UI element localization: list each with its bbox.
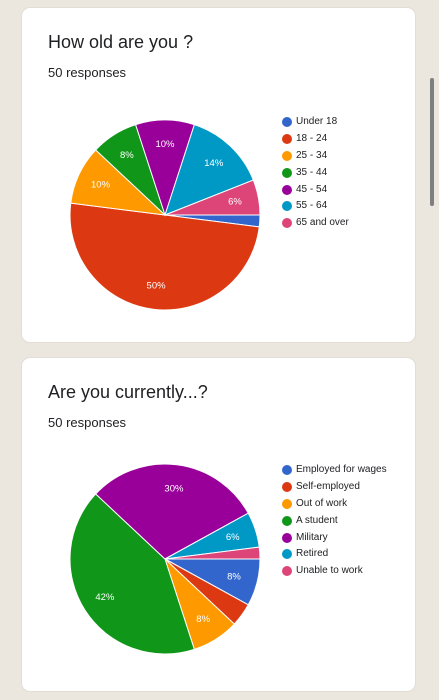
legend-label: 35 - 44: [296, 166, 328, 178]
legend-label: Out of work: [296, 497, 348, 509]
legend-item: 65 and over: [282, 217, 411, 229]
legend-item: Retired: [282, 548, 411, 560]
legend-color-dot: [282, 184, 292, 195]
legend-item: Unable to work: [282, 565, 411, 577]
slice-label: 14%: [204, 158, 224, 169]
legend-color-dot: [282, 201, 292, 212]
legend-item: Military: [282, 532, 411, 544]
question-card: Are you currently...? 50 responses 8% 8% 4…: [22, 358, 415, 691]
legend-item: Self-employed: [282, 481, 411, 493]
slice-label: 10%: [91, 180, 111, 191]
legend-label: 25 - 34: [296, 149, 328, 161]
legend-item: 45 - 54: [282, 184, 411, 196]
legend-color-dot: [282, 515, 292, 526]
legend-item: A student: [282, 515, 411, 527]
slice-label: 6%: [226, 532, 240, 543]
question-card: How old are you ? 50 responses 50% 10% 8% 1…: [22, 8, 415, 342]
legend-label: Self-employed: [296, 480, 360, 492]
slice-label: 8%: [227, 572, 241, 583]
legend-label: Retired: [296, 548, 329, 560]
legend-label: Military: [296, 531, 328, 543]
legend-label: 65 and over: [296, 217, 349, 229]
legend-color-dot: [282, 465, 292, 475]
legend-color-dot: [282, 549, 292, 560]
pie-slice-a-student: [69, 493, 195, 655]
slice-label: 50%: [147, 281, 167, 292]
pie-chart: 50% 10% 8% 10% 14% 6%: [69, 119, 261, 311]
pie-slice-65-and-over: [164, 179, 261, 216]
pie-slice-unable-to-work: [164, 546, 261, 560]
legend-color-dot: [282, 498, 292, 509]
slice-label: 8%: [120, 150, 134, 161]
legend-color-dot: [282, 532, 292, 543]
slice-label: 8%: [196, 614, 210, 625]
pie-chart: 8% 8% 42% 30% 6%: [69, 463, 261, 655]
legend-label: A student: [296, 514, 338, 526]
legend-item: 18 - 24: [282, 133, 411, 145]
legend-item: Employed for wages: [282, 464, 411, 476]
legend-color-dot: [282, 150, 292, 161]
legend-item: 35 - 44: [282, 167, 411, 179]
legend-color-dot: [282, 133, 292, 144]
legend-color-dot: [282, 481, 292, 492]
legend-item: 55 - 64: [282, 200, 411, 212]
slice-label: 6%: [228, 197, 242, 208]
slice-label: 30%: [164, 483, 184, 494]
legend-color-dot: [282, 218, 292, 229]
slice-label: 10%: [155, 139, 175, 150]
pie-slice-military: [95, 463, 249, 560]
legend-label: Unable to work: [296, 565, 363, 577]
pie-slice-18-24: [69, 202, 260, 311]
legend-label: 45 - 54: [296, 183, 328, 195]
slice-label: 42%: [95, 592, 115, 603]
legend-color-dot: [282, 167, 292, 178]
legend-color-dot: [282, 566, 292, 577]
legend-color-dot: [282, 117, 292, 127]
pie-slice-55-64: [164, 124, 254, 216]
legend-label: Employed for wages: [296, 464, 387, 475]
legend-label: Under 18: [296, 116, 338, 127]
legend-label: 55 - 64: [296, 200, 328, 212]
response-count: 50 responses: [48, 415, 127, 430]
response-count: 50 responses: [48, 65, 127, 80]
legend-item: Out of work: [282, 498, 411, 510]
legend-label: 18 - 24: [296, 132, 328, 144]
question-title: Are you currently...?: [48, 382, 208, 402]
chart-legend: Under 18 18 - 24 25 - 34 35 - 44 45 - 54 55 -…: [282, 116, 411, 234]
question-title: How old are you ?: [48, 32, 194, 52]
legend-item: Under 18: [282, 116, 411, 128]
scrollbar[interactable]: [430, 78, 434, 206]
chart-legend: Employed for wages Self-employed Out of wo…: [282, 464, 411, 582]
legend-item: 25 - 34: [282, 150, 411, 162]
